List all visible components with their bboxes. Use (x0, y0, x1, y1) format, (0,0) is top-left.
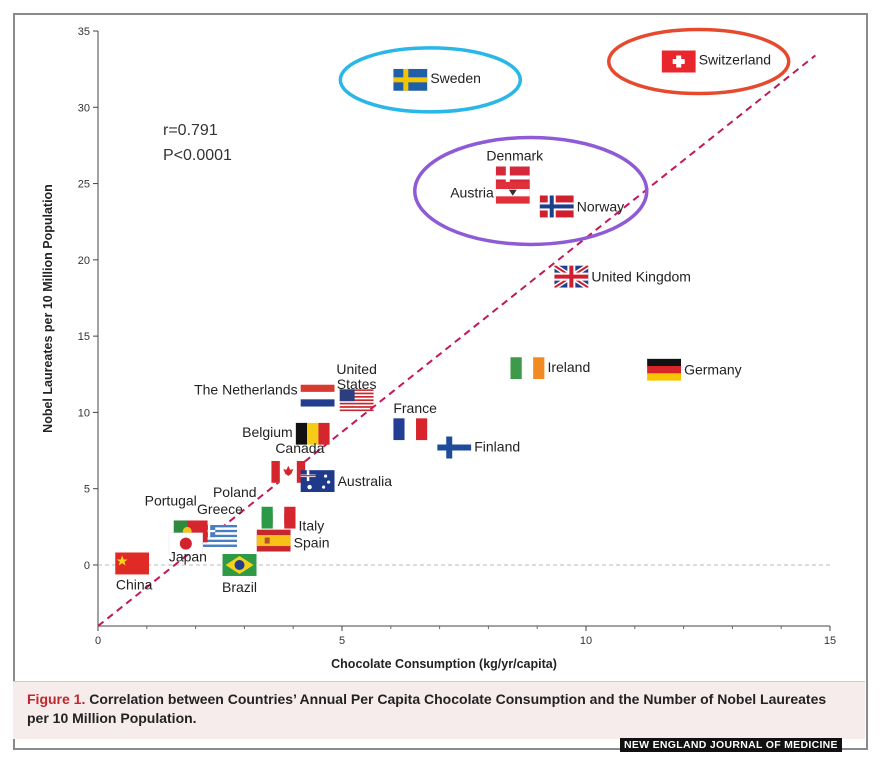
flag-australia (300, 470, 335, 493)
highlight-scandinavia-ellipse (413, 135, 649, 247)
p-value: P<0.0001 (163, 147, 232, 164)
label-spain: Spain (294, 535, 330, 551)
label-france: France (393, 400, 437, 416)
label-united-states: United States (336, 361, 376, 392)
x-tick-label: 15 (824, 635, 836, 647)
journal-logo: NEW ENGLAND JOURNAL OF MEDICINE (620, 738, 842, 752)
label-germany: Germany (684, 362, 742, 378)
scatter-chart: 0 5 10 15 20 25 30 35 0 5 10 15 Switzerland Sweden De… (41, 26, 836, 671)
label-japan: Japan (169, 549, 207, 565)
flag-china (115, 552, 150, 575)
flag-ireland (510, 357, 545, 380)
flag-austria (495, 181, 530, 204)
y-tick-label: 20 (78, 255, 90, 267)
flag-italy (261, 506, 296, 529)
y-tick-label: 0 (84, 560, 90, 572)
y-axis-title: Nobel Laureates per 10 Million Populatio… (41, 184, 55, 433)
flag-sweden (393, 68, 428, 91)
label-united-kingdom: United Kingdom (591, 269, 691, 285)
y-tick-label: 15 (78, 331, 90, 343)
figure-number: Figure 1. (27, 691, 86, 707)
label-italy: Italy (299, 518, 325, 534)
caption-text: Correlation between Countries’ Annual Pe… (27, 691, 827, 726)
label-poland: Poland (213, 484, 257, 500)
label-portugal: Portugal (145, 492, 197, 508)
label-belgium: Belgium (242, 424, 293, 440)
flag-greece (203, 524, 237, 547)
label-norway: Norway (577, 198, 624, 214)
label-denmark: Denmark (486, 147, 544, 163)
flag-germany (647, 358, 682, 381)
flag-united-kingdom (554, 265, 589, 288)
x-tick-label: 5 (339, 635, 345, 647)
axes: 0 5 10 15 20 25 30 35 0 5 10 15 (78, 26, 836, 647)
x-axis-title: Chocolate Consumption (kg/yr/capita) (331, 657, 557, 671)
figure-caption: Figure 1. Correlation between Countries’… (13, 681, 865, 739)
flag-belgium (295, 422, 330, 445)
flag-norway (539, 195, 574, 218)
label-greece: Greece (197, 501, 243, 517)
label-austria: Austria (450, 185, 494, 201)
correlation-r: r=0.791 (163, 122, 218, 139)
label-finland: Finland (474, 439, 520, 455)
flag-japan (168, 532, 203, 555)
y-tick-label: 10 (78, 407, 90, 419)
label-ireland: Ireland (547, 359, 590, 375)
y-tick-label: 5 (84, 484, 90, 496)
figure-frame (13, 13, 868, 750)
flag-brazil (222, 553, 257, 576)
flag-the-netherlands (300, 384, 335, 407)
x-tick-label: 0 (95, 635, 101, 647)
highlight-sweden-ellipse (338, 46, 523, 114)
flag-canada (271, 460, 306, 483)
label-canada: Canada (275, 440, 324, 456)
label-brazil: Brazil (222, 579, 257, 595)
label-the-netherlands: The Netherlands (194, 382, 298, 398)
x-tick-label: 10 (580, 635, 592, 647)
flag-spain (256, 529, 291, 552)
label-china: China (116, 576, 153, 592)
trend-line (97, 54, 816, 627)
label-australia: Australia (338, 473, 393, 489)
highlight-switzerland-ellipse (606, 27, 791, 96)
y-tick-label: 30 (78, 102, 90, 114)
flag-switzerland (661, 50, 696, 73)
label-sweden: Sweden (430, 70, 481, 86)
y-tick-label: 25 (78, 179, 90, 191)
flag-france (393, 418, 428, 441)
y-tick-label: 35 (78, 26, 90, 38)
label-switzerland: Switzerland (699, 52, 771, 68)
flag-finland (437, 436, 472, 459)
flag-united-states (339, 389, 374, 412)
